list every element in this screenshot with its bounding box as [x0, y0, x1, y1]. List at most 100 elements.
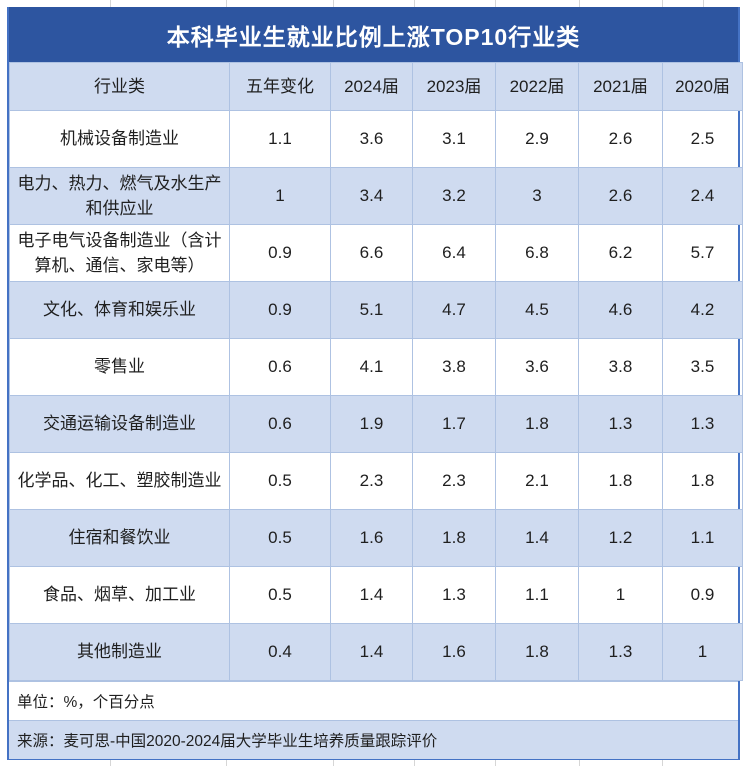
value-cell: 0.6 [229, 395, 331, 453]
value-cell: 1.6 [412, 623, 496, 681]
table-title: 本科毕业生就业比例上涨TOP10行业类 [166, 23, 581, 50]
grid-line [495, 760, 496, 766]
spreadsheet-grid-strip-bottom [0, 760, 747, 766]
value-cell: 1.6 [330, 509, 413, 567]
value-cell: 2.6 [578, 167, 663, 225]
value-cell: 0.6 [229, 338, 331, 396]
data-table: 行业类 五年变化 2024届 2023届 2022届 2021届 2020届 机… [9, 62, 743, 681]
table-row: 零售业 0.6 4.1 3.8 3.6 3.8 3.5 [9, 338, 743, 396]
header-row: 行业类 五年变化 2024届 2023届 2022届 2021届 2020届 [9, 62, 743, 111]
value-cell: 3.4 [330, 167, 413, 225]
value-cell: 3.2 [412, 167, 496, 225]
value-cell: 2.3 [412, 452, 496, 510]
value-cell: 1.8 [495, 395, 579, 453]
value-cell: 2.9 [495, 110, 579, 168]
spreadsheet-grid-strip-top [0, 0, 747, 7]
value-cell: 6.2 [578, 224, 663, 282]
header-2020: 2020届 [662, 62, 743, 111]
value-cell: 4.6 [578, 281, 663, 339]
value-cell: 1.3 [412, 566, 496, 624]
table-row: 住宿和餐饮业 0.5 1.6 1.8 1.4 1.2 1.1 [9, 509, 743, 567]
value-cell: 1.4 [330, 566, 413, 624]
header-2022: 2022届 [495, 62, 579, 111]
value-cell: 4.7 [412, 281, 496, 339]
grid-line [110, 0, 111, 7]
value-cell: 1.9 [330, 395, 413, 453]
industry-label-cell: 电子电气设备制造业（含计算机、通信、家电等） [9, 224, 230, 282]
value-cell: 2.6 [578, 110, 663, 168]
grid-line [703, 0, 704, 7]
table-body: 机械设备制造业 1.1 3.6 3.1 2.9 2.6 2.5 电力、热力、燃气及水生产和供应… [9, 110, 743, 681]
value-cell: 1.3 [662, 395, 743, 453]
industry-label-cell: 交通运输设备制造业 [9, 395, 230, 453]
industry-label-cell: 住宿和餐饮业 [9, 509, 230, 567]
value-cell: 4.1 [330, 338, 413, 396]
grid-line [333, 0, 334, 7]
table-row: 电力、热力、燃气及水生产和供应业 1 3.4 3.2 3 2.6 2.4 [9, 167, 743, 225]
value-cell: 2.5 [662, 110, 743, 168]
table-row: 文化、体育和娱乐业 0.9 5.1 4.7 4.5 4.6 4.2 [9, 281, 743, 339]
value-cell: 1 [578, 566, 663, 624]
value-cell: 1 [229, 167, 331, 225]
table-row: 机械设备制造业 1.1 3.6 3.1 2.9 2.6 2.5 [9, 110, 743, 168]
value-cell: 0.4 [229, 623, 331, 681]
value-cell: 1.3 [578, 395, 663, 453]
grid-line [333, 760, 334, 766]
value-cell: 5.1 [330, 281, 413, 339]
value-cell: 3.1 [412, 110, 496, 168]
source-note: 来源：麦可思-中国2020-2024届大学毕业生培养质量跟踪评价 [17, 733, 438, 750]
value-cell: 3.8 [578, 338, 663, 396]
value-cell: 2.4 [662, 167, 743, 225]
value-cell: 1.4 [330, 623, 413, 681]
table-title-bar: 本科毕业生就业比例上涨TOP10行业类 [9, 7, 738, 62]
value-cell: 2.3 [330, 452, 413, 510]
grid-line [226, 0, 227, 7]
table-row: 其他制造业 0.4 1.4 1.6 1.8 1.3 1 [9, 623, 743, 681]
value-cell: 0.9 [229, 281, 331, 339]
table-header: 行业类 五年变化 2024届 2023届 2022届 2021届 2020届 [9, 62, 743, 111]
value-cell: 4.5 [495, 281, 579, 339]
header-2024: 2024届 [330, 62, 413, 111]
value-cell: 1.1 [662, 509, 743, 567]
report-table: 本科毕业生就业比例上涨TOP10行业类 行业类 五年变化 2024届 2023届… [7, 7, 743, 762]
grid-line [414, 0, 415, 7]
value-cell: 1.8 [495, 623, 579, 681]
value-cell: 6.4 [412, 224, 496, 282]
header-five-year-change: 五年变化 [229, 62, 331, 111]
value-cell: 1 [662, 623, 743, 681]
unit-note-row: 单位：%，个百分点 [9, 681, 738, 720]
value-cell: 1.7 [412, 395, 496, 453]
industry-label-cell: 化学品、化工、塑胶制造业 [9, 452, 230, 510]
value-cell: 0.9 [229, 224, 331, 282]
industry-label-cell: 机械设备制造业 [9, 110, 230, 168]
value-cell: 3.6 [330, 110, 413, 168]
value-cell: 1.4 [495, 509, 579, 567]
value-cell: 6.8 [495, 224, 579, 282]
industry-label-cell: 文化、体育和娱乐业 [9, 281, 230, 339]
table-row: 交通运输设备制造业 0.6 1.9 1.7 1.8 1.3 1.3 [9, 395, 743, 453]
unit-note: 单位：%，个百分点 [17, 694, 155, 711]
header-industry: 行业类 [9, 62, 230, 111]
industry-label-cell: 食品、烟草、加工业 [9, 566, 230, 624]
industry-label-cell: 电力、热力、燃气及水生产和供应业 [9, 167, 230, 225]
grid-line [110, 760, 111, 766]
value-cell: 2.1 [495, 452, 579, 510]
grid-line [495, 0, 496, 7]
value-cell: 1.8 [662, 452, 743, 510]
value-cell: 5.7 [662, 224, 743, 282]
grid-line [662, 760, 663, 766]
value-cell: 0.5 [229, 452, 331, 510]
table-row: 食品、烟草、加工业 0.5 1.4 1.3 1.1 1 0.9 [9, 566, 743, 624]
value-cell: 1.1 [495, 566, 579, 624]
value-cell: 6.6 [330, 224, 413, 282]
industry-label-cell: 其他制造业 [9, 623, 230, 681]
grid-line [226, 760, 227, 766]
grid-line [414, 760, 415, 766]
value-cell: 1.8 [578, 452, 663, 510]
industry-label-cell: 零售业 [9, 338, 230, 396]
value-cell: 3.6 [495, 338, 579, 396]
grid-line [579, 760, 580, 766]
value-cell: 1.1 [229, 110, 331, 168]
value-cell: 0.5 [229, 509, 331, 567]
value-cell: 3.5 [662, 338, 743, 396]
